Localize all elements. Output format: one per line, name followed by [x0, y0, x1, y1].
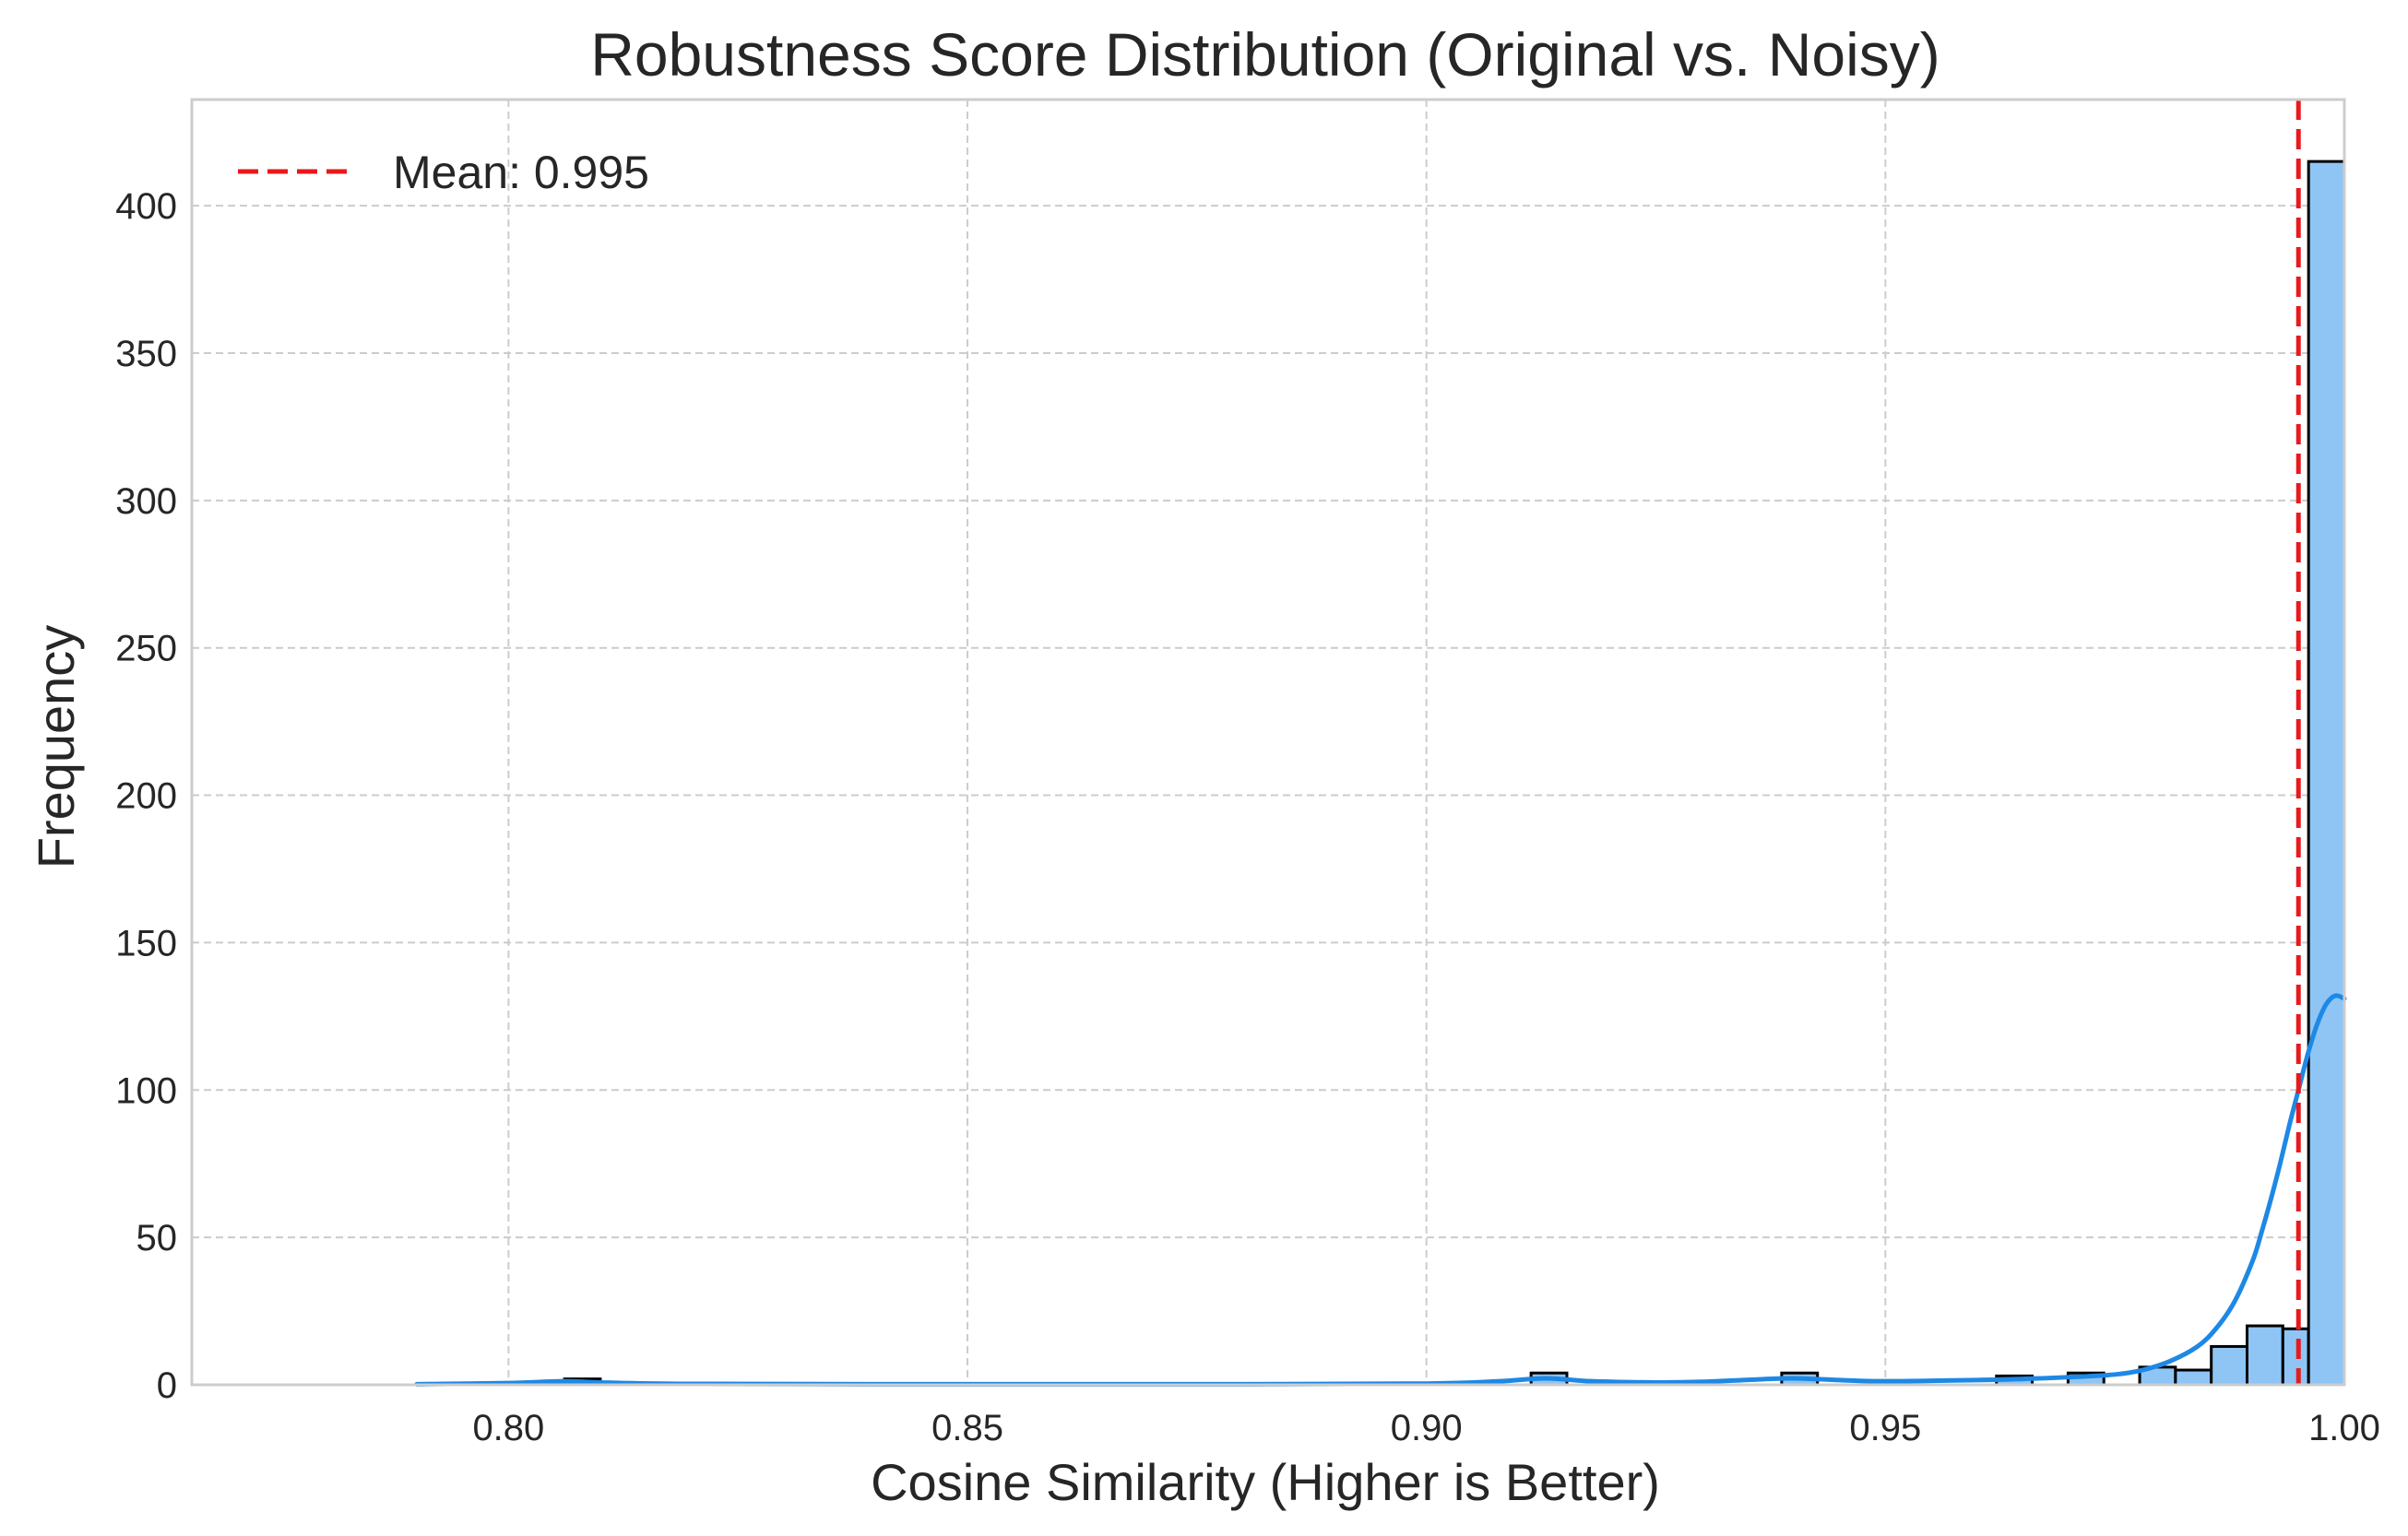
y-tick-label-0: 0 [157, 1365, 177, 1406]
y-tick-label-3: 150 [115, 923, 177, 963]
legend: Mean: 0.995 [238, 147, 649, 198]
y-tick-label-7: 350 [115, 334, 177, 374]
y-tick-label-6: 300 [115, 481, 177, 522]
kde-curve-layer [414, 993, 2347, 1387]
x-tick-label-3: 0.95 [1849, 1408, 1921, 1448]
x-axis-title: Cosine Similarity (Higher is Better) [871, 1453, 1660, 1511]
x-tick-label-1: 0.85 [931, 1408, 1003, 1448]
x-tick-label-0: 0.80 [472, 1408, 544, 1448]
histogram-bar-8 [2210, 1344, 2248, 1387]
kde-curve [414, 993, 2347, 1387]
histogram-bar-10 [2281, 1327, 2310, 1387]
grid-lines [192, 100, 2345, 1386]
histogram-bar-7 [2174, 1368, 2213, 1387]
x-axis-ticks: 0.80 0.85 0.90 0.95 1.00 [472, 1408, 2379, 1448]
y-axis-title: Frequency [27, 625, 85, 869]
y-tick-label-5: 250 [115, 629, 177, 669]
chart-title: Robustness Score Distribution (Original … [590, 20, 1940, 89]
y-tick-label-4: 200 [115, 776, 177, 817]
x-tick-label-4: 1.00 [2308, 1408, 2380, 1448]
x-tick-label-2: 0.90 [1391, 1408, 1463, 1448]
y-tick-label-2: 100 [115, 1070, 177, 1111]
plot-frame [190, 98, 2346, 1387]
y-tick-label-8: 400 [115, 186, 177, 227]
legend-mean-label: Mean: 0.995 [393, 147, 649, 198]
histogram-bar-9 [2245, 1324, 2284, 1387]
histogram-bar-11 [2307, 160, 2346, 1387]
y-axis-ticks: 0 50 100 150 200 250 300 350 400 [115, 186, 177, 1406]
y-tick-label-1: 50 [136, 1218, 178, 1258]
histogram-bars [563, 160, 2346, 1387]
